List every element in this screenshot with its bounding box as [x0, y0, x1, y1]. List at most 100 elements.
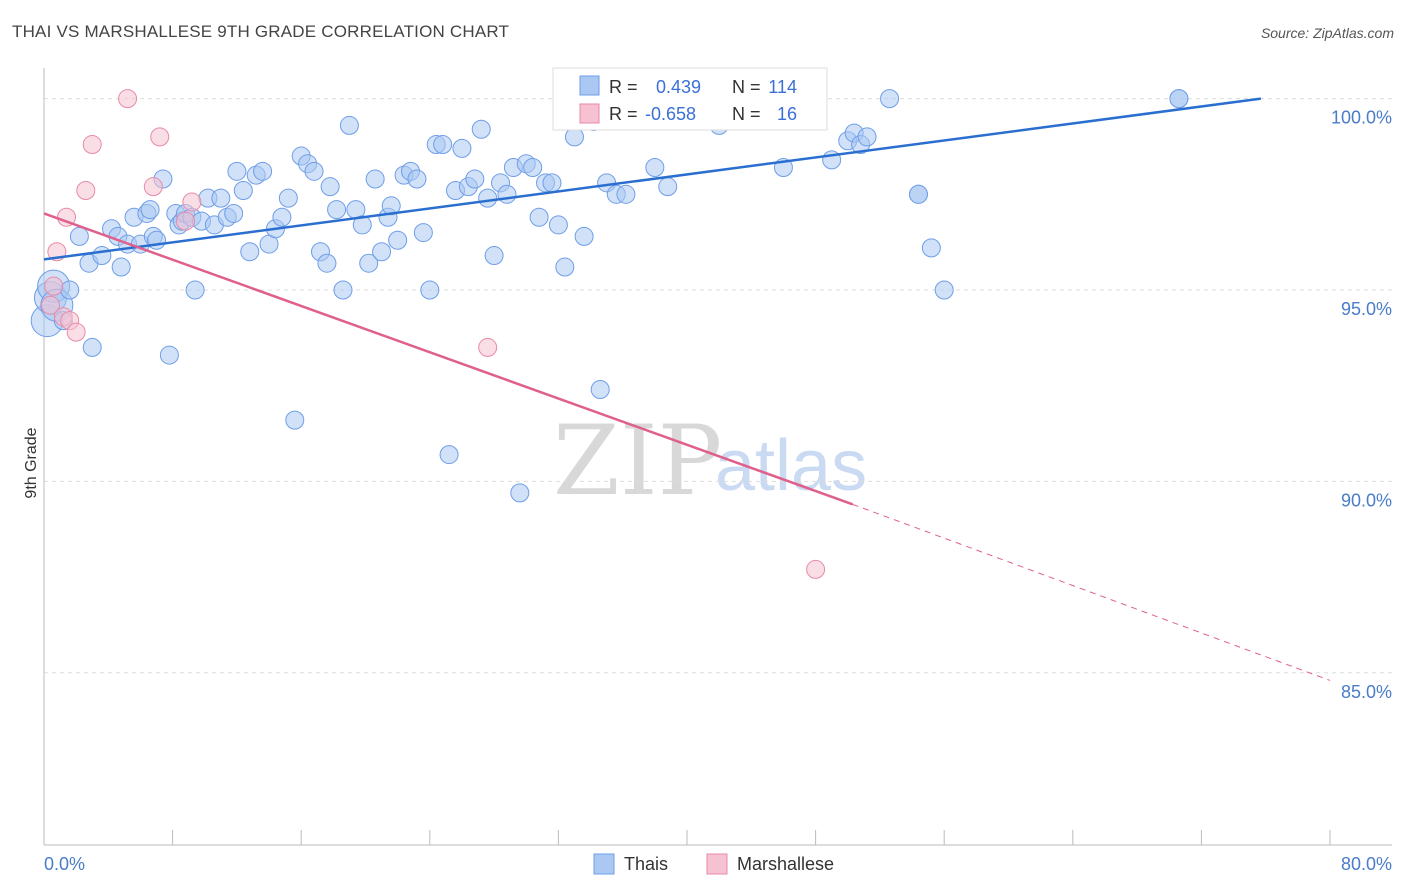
- trend-line-thais: [43, 97, 1262, 261]
- thais-point-21: [159, 345, 179, 365]
- thais-point-36: [240, 242, 260, 262]
- thais-point-74: [478, 188, 498, 208]
- thais-point-90: [590, 380, 610, 400]
- thais-point-67: [433, 135, 453, 155]
- marshallese-point-6: [66, 322, 86, 342]
- thais-point-34: [227, 161, 247, 181]
- thais-point-43: [285, 410, 305, 430]
- x-tick-label-min: 0.0%: [44, 854, 85, 874]
- grid: [44, 98, 1392, 674]
- thais-point-57: [372, 242, 392, 262]
- x-ticks: [43, 830, 1331, 845]
- trend-line-marshallese-extension: [852, 503, 1331, 681]
- series-marshallese-points: [40, 89, 826, 579]
- thais-point-52: [339, 115, 359, 135]
- marshallese-point-1: [44, 276, 64, 296]
- thais-point-5: [60, 280, 80, 300]
- stats-thais-n-value: 114: [768, 77, 797, 97]
- thais-point-73: [471, 119, 491, 139]
- thais-point-17: [140, 200, 160, 220]
- thais-point-111: [934, 280, 954, 300]
- thais-point-86: [555, 257, 575, 277]
- stats-thais-r-label: R =: [609, 77, 638, 97]
- thais-point-95: [645, 158, 665, 178]
- stats-marshallese-n-value: 16: [777, 104, 797, 124]
- thais-point-77: [497, 184, 517, 204]
- chart-title: THAI VS MARSHALLESE 9TH GRADE CORRELATIO…: [12, 22, 510, 41]
- stats-swatch-marshallese: [579, 103, 600, 124]
- marshallese-point-8: [82, 135, 102, 155]
- marshallese-point-14: [478, 337, 498, 357]
- thais-point-68: [439, 445, 459, 465]
- source-credit: Source: ZipAtlas.com: [1260, 25, 1394, 41]
- y-tick-label-90: 90.0%: [1341, 490, 1392, 510]
- marshallese-point-9: [118, 89, 138, 109]
- thais-point-12: [111, 257, 131, 277]
- legend-swatch-thais: [593, 853, 615, 875]
- thais-point-79: [510, 483, 530, 503]
- thais-point-87: [564, 127, 584, 147]
- bottom-legend: Thais Marshallese: [593, 853, 834, 875]
- thais-point-85: [548, 215, 568, 235]
- x-tick-label-max: 80.0%: [1341, 854, 1392, 874]
- thais-point-41: [272, 207, 292, 227]
- thais-point-81: [523, 158, 543, 178]
- marshallese-point-0: [40, 295, 60, 315]
- axes: [43, 68, 1392, 846]
- stats-swatch-thais: [579, 75, 600, 96]
- thais-point-96: [658, 177, 678, 197]
- thais-point-84: [542, 173, 562, 193]
- marshallese-point-11: [150, 127, 170, 147]
- y-tick-label-100: 100.0%: [1331, 108, 1392, 128]
- trend-lines: [43, 97, 1331, 681]
- marshallese-point-7: [76, 180, 96, 200]
- trend-line-marshallese: [43, 212, 853, 506]
- thais-point-56: [365, 169, 385, 189]
- thais-point-8: [82, 337, 102, 357]
- thais-point-42: [278, 188, 298, 208]
- watermark-atlas: atlas: [715, 426, 867, 506]
- thais-point-109: [908, 184, 928, 204]
- stats-thais-n-label: N =: [732, 77, 761, 97]
- stats-marshallese-r-label: R =: [609, 104, 638, 124]
- stats-thais-r-value: 0.439: [656, 77, 701, 97]
- stats-marshallese-n-label: N =: [732, 104, 761, 124]
- legend-swatch-marshallese: [706, 853, 728, 875]
- thais-point-70: [452, 138, 472, 158]
- thais-point-35: [233, 180, 253, 200]
- thais-point-49: [320, 177, 340, 197]
- thais-point-82: [529, 207, 549, 227]
- thais-point-31: [211, 188, 231, 208]
- watermark: ZIP atlas: [553, 405, 867, 517]
- thais-point-107: [880, 89, 900, 109]
- thais-point-88: [574, 226, 594, 246]
- marshallese-point-13: [182, 192, 202, 212]
- thais-point-51: [333, 280, 353, 300]
- watermark-zip: ZIP: [553, 405, 722, 517]
- thais-point-113: [1169, 89, 1189, 109]
- thais-point-55: [359, 253, 379, 273]
- legend-label-marshallese: Marshallese: [737, 854, 834, 874]
- thais-point-75: [484, 246, 504, 266]
- series-thais-points: [30, 89, 1189, 503]
- thais-point-72: [465, 169, 485, 189]
- stats-legend: R = 0.439 N = 114 R = -0.658 N = 16: [552, 67, 828, 131]
- y-tick-label-95: 95.0%: [1341, 299, 1392, 319]
- thais-point-38: [253, 161, 273, 181]
- thais-point-48: [317, 253, 337, 273]
- thais-point-65: [420, 280, 440, 300]
- y-tick-label-85: 85.0%: [1341, 682, 1392, 702]
- marshallese-point-15: [806, 559, 826, 579]
- thais-point-106: [857, 127, 877, 147]
- marshallese-point-10: [143, 177, 163, 197]
- thais-point-6: [69, 226, 89, 246]
- thais-point-110: [921, 238, 941, 258]
- y-tick-labels: 85.0% 90.0% 95.0% 100.0%: [1331, 108, 1392, 702]
- thais-point-9: [92, 246, 112, 266]
- marshallese-point-12: [175, 211, 195, 231]
- thais-point-60: [388, 230, 408, 250]
- thais-point-46: [304, 161, 324, 181]
- thais-point-27: [185, 280, 205, 300]
- thais-point-54: [352, 215, 372, 235]
